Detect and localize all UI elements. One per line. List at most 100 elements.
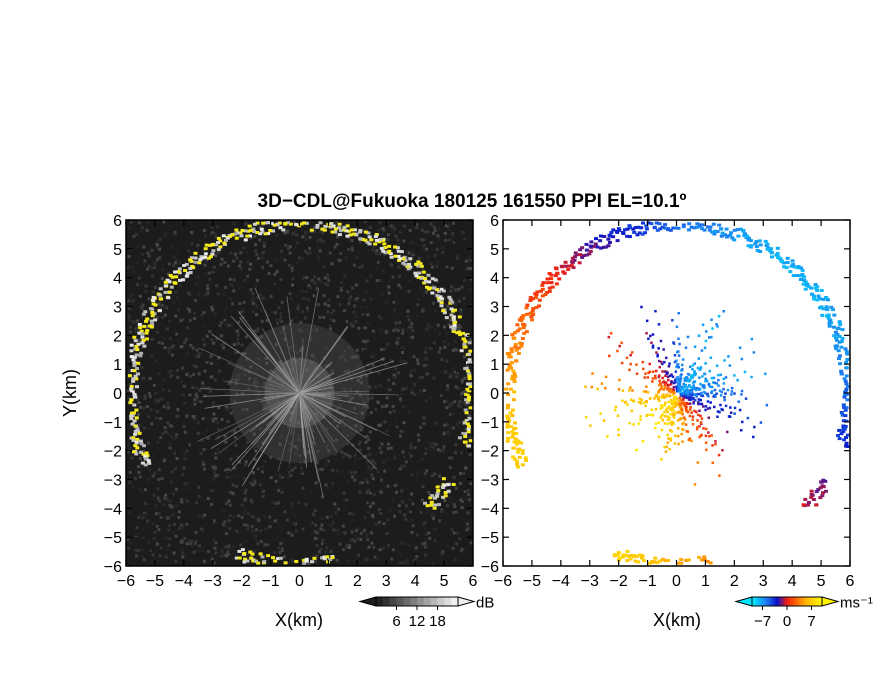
noise-speckle <box>162 220 166 224</box>
noise-speckle <box>200 313 204 317</box>
snr-ring-cell <box>185 271 190 275</box>
colorbar-segment <box>778 597 782 606</box>
noise-speckle <box>371 245 375 249</box>
vel-ring-cell <box>504 387 509 391</box>
noise-speckle <box>361 313 365 316</box>
y-tick-label: −6 <box>104 559 122 576</box>
noise-speckle <box>163 235 167 239</box>
x-tick-label: 2 <box>730 573 739 590</box>
noise-speckle <box>215 337 219 341</box>
snr-ring-cell <box>129 411 134 415</box>
noise-speckle <box>466 267 470 270</box>
vel-ring-cell <box>505 422 510 426</box>
noise-speckle <box>395 425 399 429</box>
noise-speckle <box>128 541 132 545</box>
snr-ring-cell <box>135 367 140 370</box>
noise-speckle <box>253 234 257 238</box>
snr-ray <box>299 392 378 470</box>
noise-speckle <box>425 543 429 547</box>
vel-ring-cell <box>679 561 684 565</box>
noise-speckle <box>150 266 154 270</box>
noise-speckle <box>311 512 315 516</box>
snr-ring-cell <box>395 246 400 250</box>
noise-speckle <box>348 512 352 515</box>
noise-speckle <box>259 293 263 297</box>
noise-speckle <box>215 362 219 366</box>
noise-speckle <box>298 461 302 465</box>
vel-ring-cell <box>832 313 837 317</box>
noise-speckle <box>295 378 299 382</box>
snr-ring-cell <box>208 243 213 247</box>
x-tick-label: 5 <box>817 573 826 590</box>
snr-ring-cell <box>360 237 365 241</box>
noise-speckle <box>174 487 178 491</box>
noise-speckle <box>407 318 411 322</box>
snr-ray <box>299 392 339 454</box>
vel-ring-cell <box>811 498 816 501</box>
noise-speckle <box>256 467 260 471</box>
noise-speckle <box>294 343 298 347</box>
noise-speckle <box>425 372 429 376</box>
snr-ring-cell <box>141 452 146 456</box>
noise-speckle <box>333 453 337 456</box>
noise-speckle <box>316 537 320 541</box>
vel-ray-cell <box>736 379 739 382</box>
x-tick-label: 6 <box>469 573 478 590</box>
y-tick-label: 3 <box>113 300 122 317</box>
y-tick-label: 6 <box>490 213 499 230</box>
snr-ring-cell <box>423 279 428 283</box>
snr-ring-cell <box>131 379 136 383</box>
vel-ray-cell <box>637 422 640 425</box>
noise-speckle <box>460 547 464 551</box>
noise-speckle <box>147 441 150 445</box>
noise-speckle <box>369 491 373 495</box>
noise-speckle <box>133 270 136 274</box>
snr-ring-cell <box>143 457 148 461</box>
noise-speckle <box>262 385 266 389</box>
noise-speckle <box>462 391 466 394</box>
vel-ring-cell <box>518 341 523 345</box>
vel-ray-cell <box>675 390 679 393</box>
noise-speckle <box>388 411 392 414</box>
noise-speckle <box>262 464 266 468</box>
noise-speckle <box>139 486 143 490</box>
noise-speckle <box>140 253 144 257</box>
snr-ring-cell <box>129 398 134 402</box>
vel-ring-cell <box>844 374 849 378</box>
vel-ring-cell <box>827 324 832 328</box>
noise-speckle <box>425 509 429 513</box>
noise-speckle <box>357 326 361 330</box>
snr-ring-cell <box>464 393 469 396</box>
noise-speckle <box>133 365 137 369</box>
noise-speckle <box>418 376 422 380</box>
vel-ray-cell <box>702 390 706 394</box>
vel-ring-cell <box>635 554 639 558</box>
snr-ray <box>299 387 333 394</box>
vel-ray-cell <box>669 413 673 416</box>
vel-ring-cell <box>837 357 841 361</box>
vel-ring-cell <box>834 338 839 342</box>
vel-center-rays <box>584 305 769 486</box>
vel-ray-cell <box>681 401 684 405</box>
noise-speckle <box>450 367 454 371</box>
snr-ring-cell <box>397 258 401 262</box>
snr-ring-cell <box>132 361 137 365</box>
noise-speckle <box>291 506 295 510</box>
vel-ring-cell <box>666 559 671 562</box>
noise-speckle <box>293 220 297 224</box>
vel-ring-cell <box>841 419 846 423</box>
noise-speckle <box>442 447 445 450</box>
noise-speckle <box>269 476 273 480</box>
snr-ring-cell <box>189 256 194 260</box>
snr-ring-cell <box>322 555 327 559</box>
noise-speckle <box>377 371 381 375</box>
noise-speckle <box>192 550 196 554</box>
noise-speckle <box>303 234 306 238</box>
noise-speckle <box>369 468 373 472</box>
snr-ring-cell <box>345 224 350 228</box>
noise-speckle <box>244 250 248 254</box>
vel-ray-cell <box>635 363 638 366</box>
noise-speckle <box>407 325 411 329</box>
snr-ring-cell <box>467 416 472 420</box>
